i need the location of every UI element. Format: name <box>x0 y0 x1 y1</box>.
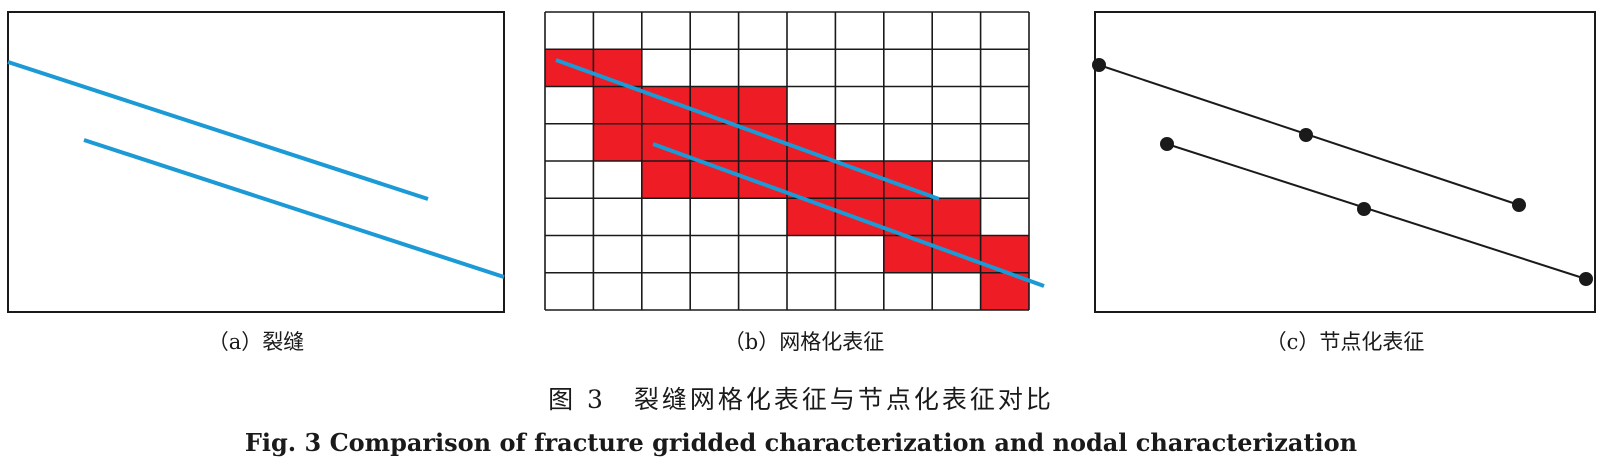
panel-c-frame <box>1094 11 1596 313</box>
filled-cell <box>787 161 836 199</box>
filled-cell <box>641 161 691 199</box>
filled-cell <box>835 198 884 236</box>
panel-a-fractures <box>7 11 505 313</box>
filled-cell <box>787 198 836 236</box>
panel-b-caption: （b）网格化表征 <box>723 330 885 354</box>
node-1a <box>1092 58 1106 72</box>
filled-cell <box>738 86 787 124</box>
node-2c <box>1579 272 1593 286</box>
panel-a-caption: （a）裂缝 <box>207 330 305 354</box>
nodal-fracture-2 <box>1166 143 1587 280</box>
panel-a-frame <box>7 11 505 313</box>
figure-caption-chinese: 图 3 裂缝网格化表征与节点化表征对比 <box>548 385 1054 414</box>
fracture-1 <box>7 60 429 201</box>
node-2a <box>1160 137 1174 151</box>
filled-cell <box>932 198 981 236</box>
panel-c-nodal <box>1092 11 1596 313</box>
filled-cell <box>593 86 642 124</box>
node-1c <box>1512 198 1526 212</box>
figure-caption-english: Fig. 3 Comparison of fracture gridded ch… <box>244 428 1358 457</box>
node-2b <box>1357 202 1371 216</box>
fracture-2 <box>83 138 505 279</box>
filled-cell <box>835 161 884 199</box>
node-1b <box>1299 128 1313 142</box>
filled-cell <box>690 123 739 161</box>
grid-lines <box>544 11 1030 311</box>
filled-cell <box>593 123 642 161</box>
gridded-fracture-2 <box>652 142 1045 288</box>
filled-cell <box>787 123 836 161</box>
panel-b-gridded <box>544 11 1045 311</box>
gridded-fracture-1 <box>555 58 940 201</box>
panel-c-caption: （c）节点化表征 <box>1265 330 1425 354</box>
filled-cell <box>545 49 594 87</box>
